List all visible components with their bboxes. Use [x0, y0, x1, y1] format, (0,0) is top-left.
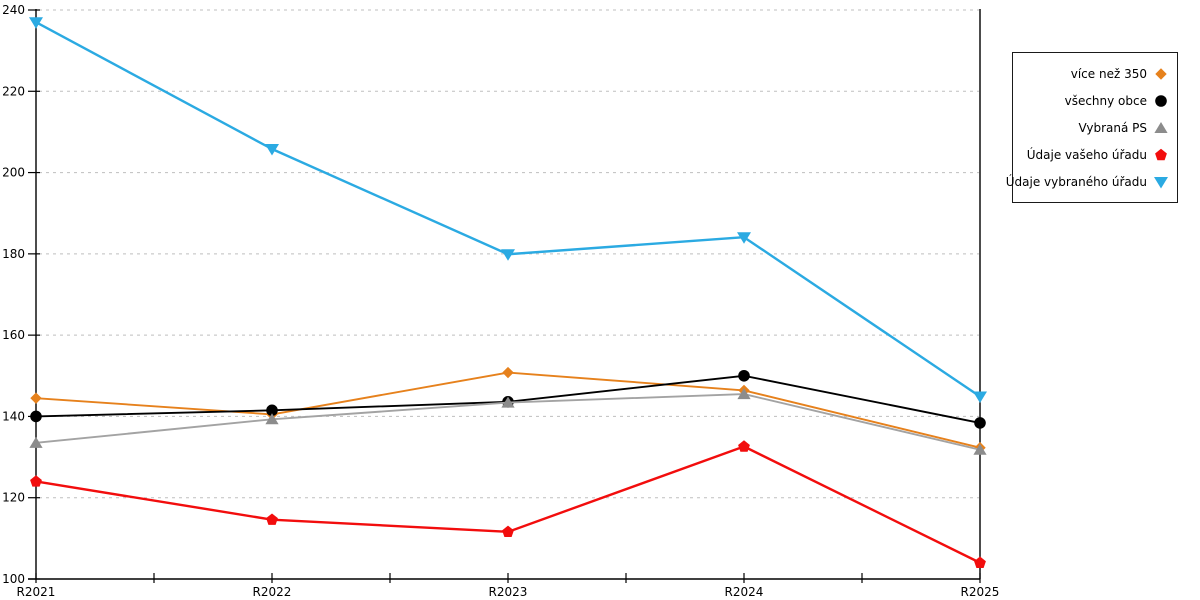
- circle-glyph: [1155, 94, 1167, 107]
- data-point-circle: [30, 410, 42, 423]
- series-line-4: [35, 21, 981, 398]
- data-point-triangle-down: [501, 249, 515, 261]
- series-line-3: [35, 445, 981, 564]
- legend-label: Vybraná PS: [1078, 120, 1147, 135]
- data-point-circle: [266, 404, 278, 417]
- data-point-triangle-down: [265, 143, 279, 156]
- y-tick-label: 200: [2, 166, 25, 180]
- data-point-triangle-up: [501, 396, 515, 408]
- data-point-triangle-up: [265, 413, 279, 425]
- diamond-marker-icon: [1155, 67, 1167, 80]
- data-point-triangle-up: [737, 388, 751, 400]
- y-tick-label: 120: [2, 491, 25, 505]
- pentagon-glyph: [1155, 148, 1167, 160]
- legend-label: Údaje vašeho úřadu: [1026, 147, 1147, 162]
- legend-label: všechny obce: [1064, 93, 1147, 108]
- diamond-glyph: [1155, 67, 1167, 80]
- legend-item-vice-nez-350: více než 350: [1013, 60, 1177, 87]
- data-point-pentagon: [974, 556, 986, 568]
- y-tick-label: 160: [2, 328, 25, 342]
- data-point-diamond: [502, 366, 514, 379]
- circle-marker-icon: [1155, 94, 1167, 107]
- data-point-triangle-down: [737, 232, 751, 244]
- data-point-circle: [738, 369, 750, 382]
- data-point-pentagon: [30, 475, 42, 487]
- legend-item-udaje-vybraneho-uradu: Údaje vybraného úřadu: [1006, 168, 1177, 195]
- triangle-up-marker-icon: [1154, 121, 1168, 133]
- legend-label: více než 350: [1070, 66, 1147, 81]
- triangle-down-glyph: [1154, 176, 1168, 188]
- x-tick-label: R2024: [725, 585, 764, 599]
- x-tick-label: R2022: [253, 585, 292, 599]
- y-tick-label: 240: [2, 3, 25, 17]
- data-point-circle: [974, 417, 986, 429]
- x-tick-label: R2023: [489, 585, 528, 599]
- legend-item-vsechny-obce: všechny obce: [1013, 87, 1177, 114]
- y-tick-label: 180: [2, 247, 25, 261]
- y-tick-label: 220: [2, 84, 25, 98]
- data-point-triangle-down: [973, 391, 987, 404]
- legend-item-vybrana-ps: Vybraná PS: [1013, 114, 1177, 141]
- data-point-pentagon: [502, 525, 514, 538]
- data-point-pentagon: [266, 513, 278, 525]
- data-point-triangle-up: [29, 436, 43, 448]
- triangle-down-marker-icon: [1154, 176, 1168, 188]
- legend-item-udaje-vaseho-uradu: Údaje vašeho úřadu: [1013, 141, 1177, 168]
- data-point-pentagon: [738, 440, 750, 452]
- y-tick-label: 140: [2, 409, 25, 423]
- legend: více než 350 všechny obce Vybraná PS Úda…: [1006, 52, 1178, 203]
- x-tick-label: R2025: [961, 585, 1000, 599]
- triangle-up-glyph: [1154, 121, 1168, 133]
- y-tick-label: 100: [2, 572, 25, 586]
- x-tick-label: R2021: [17, 585, 56, 599]
- data-point-triangle-up: [973, 443, 987, 455]
- legend-label: Údaje vybraného úřadu: [1005, 174, 1147, 189]
- data-point-diamond: [30, 392, 42, 404]
- series-line-0: [35, 371, 981, 449]
- pentagon-marker-icon: [1155, 148, 1167, 160]
- data-point-triangle-down: [29, 17, 43, 29]
